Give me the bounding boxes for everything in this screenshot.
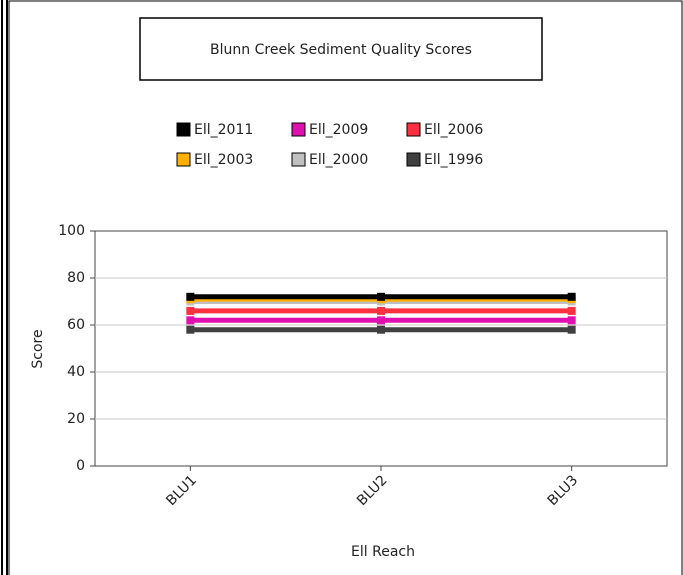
- legend-swatch: [176, 152, 191, 167]
- series-marker: [567, 325, 576, 334]
- series-marker: [567, 316, 576, 325]
- x-tick-label: BLU3: [545, 472, 582, 509]
- y-tick-label: 100: [58, 223, 85, 239]
- x-axis-title: Ell Reach: [351, 544, 415, 560]
- series-marker: [377, 325, 385, 334]
- series-marker: [377, 306, 385, 315]
- series-marker: [377, 316, 385, 325]
- y-tick-label: 80: [67, 270, 85, 286]
- y-axis-title: Score: [30, 329, 46, 368]
- legend-swatch: [406, 122, 421, 137]
- series-marker: [567, 306, 576, 315]
- y-tick-label: 0: [76, 458, 85, 474]
- legend-label: Ell_2009: [309, 122, 368, 138]
- legend-label: Ell_2011: [194, 122, 253, 138]
- legend-swatch: [176, 122, 191, 137]
- series-marker: [567, 292, 576, 301]
- legend-swatch: [291, 122, 306, 137]
- series-marker: [186, 325, 195, 334]
- y-tick-label: 60: [67, 317, 85, 333]
- x-tick-label: BLU2: [354, 472, 391, 509]
- legend-label: Ell_2000: [309, 152, 368, 168]
- legend-label: Ell_2003: [194, 152, 253, 168]
- series-marker: [377, 292, 385, 301]
- plot-area: [94, 230, 668, 467]
- series-marker: [186, 292, 195, 301]
- series-marker: [186, 316, 195, 325]
- legend-swatch: [406, 152, 421, 167]
- y-tick-label: 40: [67, 364, 85, 380]
- legend-label: Ell_1996: [424, 152, 483, 168]
- series-marker: [186, 306, 195, 315]
- y-tick-label: 20: [67, 411, 85, 427]
- chart-border: [8, 0, 683, 575]
- chart-title: Blunn Creek Sediment Quality Scores: [210, 42, 472, 58]
- legend-label: Ell_2006: [424, 122, 483, 138]
- x-tick-label: BLU1: [163, 472, 200, 509]
- legend-swatch: [291, 152, 306, 167]
- title-box: [139, 17, 543, 81]
